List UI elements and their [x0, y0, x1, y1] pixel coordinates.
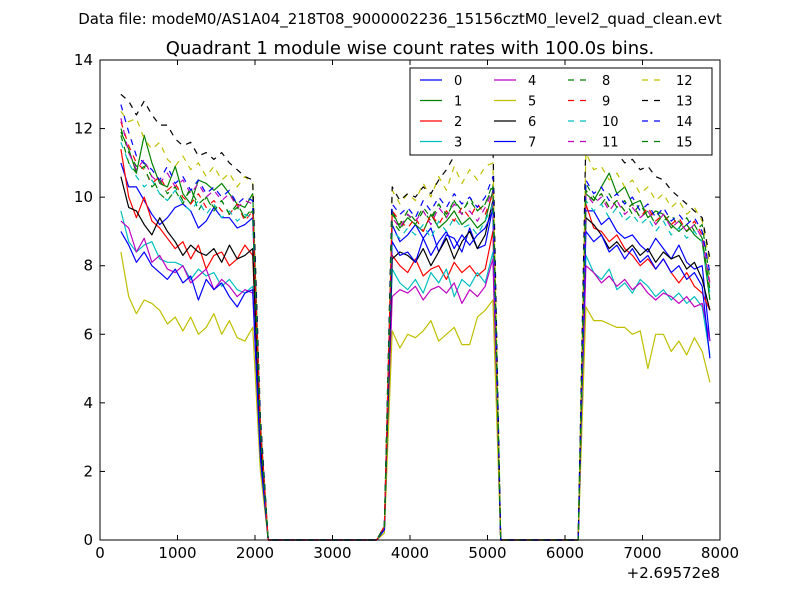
- series-line-9: [120, 121, 711, 541]
- y-tick-label: 14: [74, 51, 93, 69]
- series-line-11: [120, 118, 711, 541]
- series-line-5: [120, 251, 711, 541]
- legend-label-0: 0: [454, 74, 462, 89]
- x-offset-label: +2.69572e8: [627, 564, 720, 582]
- legend-label-15: 15: [676, 136, 693, 151]
- y-tick-label: 10: [74, 188, 93, 206]
- series-line-13: [120, 93, 711, 541]
- x-tick-label: 7000: [623, 544, 661, 562]
- series-line-14: [120, 104, 711, 541]
- legend-label-8: 8: [602, 74, 610, 89]
- figure-suptitle: Data file: modeM0/AS1A04_218T08_90000022…: [78, 10, 722, 29]
- y-tick-label: 12: [74, 120, 93, 138]
- axes-layer: 0 1000 2000 3000 4000 5000 6000 7000 80000246810…: [74, 51, 739, 582]
- series-line-3: [120, 210, 711, 541]
- legend-label-11: 11: [602, 136, 619, 151]
- y-tick-label: 0: [83, 531, 93, 549]
- legend-label-2: 2: [454, 115, 462, 130]
- x-tick-label: 1000: [158, 544, 196, 562]
- legend-label-3: 3: [454, 136, 462, 151]
- y-tick-label: 6: [83, 325, 93, 343]
- series-layer: [120, 93, 711, 541]
- x-tick-label: 8000: [701, 544, 739, 562]
- legend-label-5: 5: [528, 95, 536, 110]
- y-tick-label: 4: [83, 394, 93, 412]
- x-tick-label: 0: [95, 544, 105, 562]
- legend-label-13: 13: [676, 95, 693, 110]
- legend-label-1: 1: [454, 95, 462, 110]
- series-line-10: [120, 142, 711, 541]
- series-line-2: [120, 149, 711, 541]
- legend-label-7: 7: [528, 136, 536, 151]
- legend-box: [409, 67, 713, 156]
- x-tick-label: 5000: [468, 544, 506, 562]
- legend-label-6: 6: [528, 115, 536, 130]
- series-line-12: [120, 111, 711, 541]
- legend-label-9: 9: [602, 95, 610, 110]
- legend-label-10: 10: [602, 115, 619, 130]
- x-tick-label: 6000: [546, 544, 584, 562]
- series-line-7: [120, 210, 711, 541]
- chart-title: Quadrant 1 module wise count rates with …: [166, 38, 655, 59]
- x-tick-label: 4000: [391, 544, 429, 562]
- y-tick-label: 8: [83, 257, 93, 275]
- legend-label-4: 4: [528, 74, 536, 89]
- series-line-4: [120, 220, 711, 541]
- y-tick-label: 2: [83, 462, 93, 480]
- legend-label-12: 12: [676, 74, 693, 89]
- x-tick-label: 2000: [236, 544, 274, 562]
- x-tick-label: 3000: [313, 544, 351, 562]
- series-line-8: [120, 128, 711, 541]
- legend-label-14: 14: [676, 115, 693, 130]
